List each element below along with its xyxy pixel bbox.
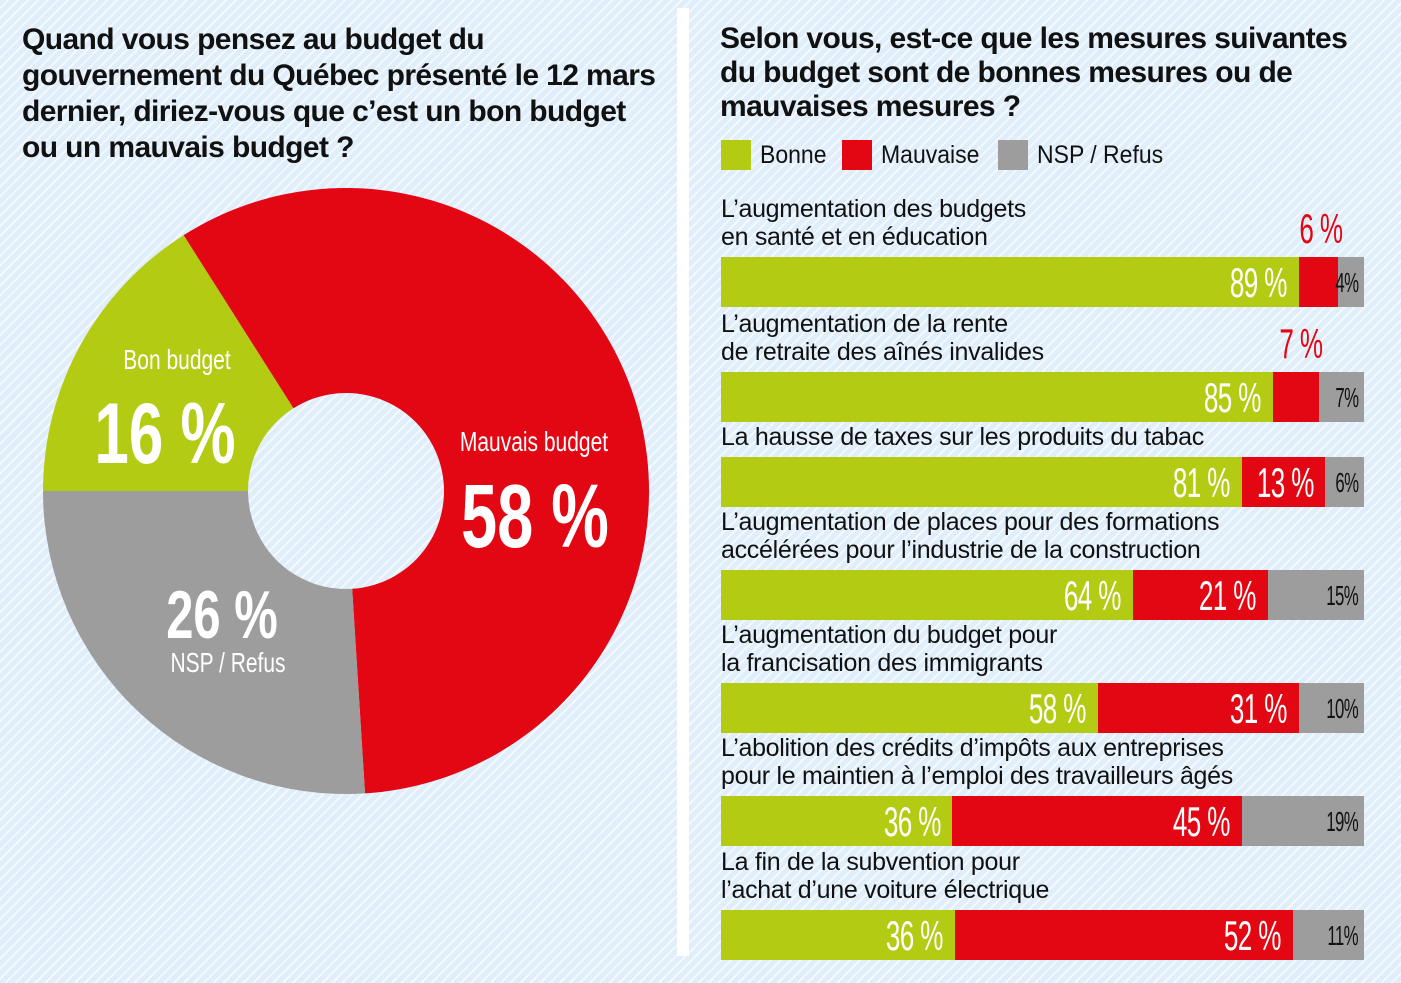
bar-value-label-nsp: 10% <box>1326 693 1358 724</box>
donut-label-value-mauvais-budget: 58 % <box>461 466 609 567</box>
bar-category-label: L’augmentation de la rente de retraite de… <box>721 310 1044 366</box>
bar-value-label-bonne: 58 % <box>1028 685 1086 732</box>
bar-value-label-nsp: 4% <box>1334 267 1359 298</box>
donut-label-name-bon-budget: Bon budget <box>123 345 230 376</box>
bar-segment-bonne: 58 % <box>721 683 1098 733</box>
bar-value-label-bonne: 85 % <box>1204 374 1262 421</box>
bar-segment-bonne: 36 % <box>721 910 955 960</box>
bar-segment-mauvaise: 45 % <box>952 796 1242 846</box>
bar-value-label-nsp: 15% <box>1326 580 1358 611</box>
bar-value-label-bonne: 36 % <box>885 912 943 959</box>
legend-label-bonne: Bonne <box>760 140 827 169</box>
donut-chart: Bon budget 16 % Mauvais budget 58 % NSP / Re… <box>43 188 650 794</box>
legend-swatch-nsp <box>998 140 1029 170</box>
bar-category-label-line: La fin de la subvention pour <box>721 848 1020 876</box>
bar-category-label-line: L’augmentation des budgets <box>721 195 1026 223</box>
bar-value-label-mauvaise: 52 % <box>1223 912 1281 959</box>
bar-segment-bonne: 89 % <box>721 257 1300 307</box>
bar-segment-nsp: 6% <box>1325 457 1364 507</box>
bar-value-label-nsp: 11% <box>1327 920 1358 951</box>
bar-category-label: L’augmentation des budgets en santé et en… <box>721 195 1026 251</box>
donut-slice-nsp-refus <box>43 491 366 794</box>
bar-category-label-line: pour le maintien à l’emploi des travaill… <box>721 762 1233 790</box>
donut-label-name-mauvais-budget: Mauvais budget <box>460 427 608 458</box>
bar-segment-bonne: 36 % <box>721 796 953 846</box>
bar-segment-nsp: 11% <box>1292 910 1364 960</box>
legend-swatch-bonne <box>721 140 751 170</box>
bar-value-label-bonne: 81 % <box>1172 459 1230 506</box>
bar-value-label-nsp: 7% <box>1334 382 1359 413</box>
bar-segment-mauvaise: 52 % <box>954 910 1293 960</box>
bar-segment-bonne: 85 % <box>721 372 1274 422</box>
bar-segment-nsp: 19% <box>1241 796 1364 846</box>
bar-category-label: La hausse de taxes sur les produits du t… <box>721 423 1204 451</box>
bar-segment-bonne: 81 % <box>721 457 1242 507</box>
legend-item-nsp: NSP / Refus <box>998 140 1174 170</box>
bar-value-label-mauvaise: 6 % <box>1299 205 1343 252</box>
donut-slice-bon-budget <box>43 235 294 491</box>
bar-value-label-nsp: 6% <box>1334 467 1359 498</box>
bar-segment-mauvaise: 21 % <box>1132 570 1268 620</box>
bar-category-label-line: accélérées pour l’industrie de la constr… <box>721 536 1201 564</box>
bar-segment-nsp: 4% <box>1334 257 1364 307</box>
legend-swatch-mauvaise <box>842 140 873 170</box>
bar-category-label: L’abolition des crédits d’impôts aux ent… <box>721 734 1233 790</box>
bar-value-label-mauvaise: 13 % <box>1256 459 1314 506</box>
bar-segment-mauvaise: 6 % <box>1299 205 1343 307</box>
bar-category-label: La fin de la subvention pour l’achat d’un… <box>721 848 1049 904</box>
legend-label-nsp: NSP / Refus <box>1037 140 1164 169</box>
bar-value-label-mauvaise: 7 % <box>1279 320 1324 367</box>
legend-item-mauvaise: Mauvaise <box>842 140 988 170</box>
bar-segment-nsp: 7% <box>1318 372 1364 422</box>
donut-chart-title: Quand vous pensez au budget du gouvernem… <box>22 23 656 164</box>
bar-value-label-mauvaise: 45 % <box>1172 798 1230 845</box>
bar-category-label: L’augmentation du budget pour la francisa… <box>721 621 1057 677</box>
bar-category-label-line: la francisation des immigrants <box>721 649 1043 677</box>
bar-segment-bonne: 64 % <box>721 570 1133 620</box>
bar-value-label-mauvaise: 21 % <box>1198 572 1256 619</box>
bar-value-label-bonne: 64 % <box>1063 572 1121 619</box>
donut-label-value-bon-budget: 16 % <box>94 385 235 481</box>
bar-segment-nsp: 15% <box>1267 570 1364 620</box>
stacked-bar: 36 % 52 % 11% <box>721 910 1364 960</box>
bar-category-label-line: L’augmentation du budget pour <box>721 621 1058 649</box>
bar-category-label-line: L’augmentation de places pour des format… <box>721 508 1220 536</box>
donut-label-value-nsp-refus: 26 % <box>166 576 278 653</box>
column-divider <box>677 8 689 956</box>
bar-category-label: L’augmentation de places pour des format… <box>721 508 1220 564</box>
bar-segment-mauvaise: 31 % <box>1097 683 1300 733</box>
stacked-bar: 85 % 7 % 7% <box>721 320 1364 422</box>
bar-chart-legend: Bonne Mauvaise NSP / Refus <box>721 138 1184 172</box>
stacked-bar: 58 % 31 % 10% <box>721 683 1364 733</box>
bar-chart-title: Selon vous, est-ce que les mesures suiva… <box>720 22 1348 123</box>
bar-segment-mauvaise: 7 % <box>1273 320 1323 422</box>
bar-category-label-line: La hausse de taxes sur les produits du t… <box>721 423 1204 451</box>
legend-item-bonne: Bonne <box>721 140 832 170</box>
bar-category-label-line: de retraite des aînés invalides <box>721 338 1044 366</box>
bar-value-label-bonne: 36 % <box>883 798 941 845</box>
donut-slice-mauvais-budget <box>183 188 650 794</box>
bar-category-label-line: en santé et en éducation <box>721 223 988 251</box>
donut-label-name-nsp-refus: NSP / Refus <box>170 648 285 679</box>
legend-label-mauvaise: Mauvaise <box>881 140 980 169</box>
bar-value-label-mauvaise: 31 % <box>1230 685 1288 732</box>
bar-category-label-line: L’augmentation de la rente <box>721 310 1008 338</box>
bar-category-label-line: l’achat d’une voiture électrique <box>721 876 1050 904</box>
stacked-bar: 36 % 45 % 19% <box>721 796 1364 846</box>
bar-value-label-bonne: 89 % <box>1230 259 1288 306</box>
bar-category-label-line: L’abolition des crédits d’impôts aux ent… <box>721 734 1224 762</box>
bar-segment-nsp: 10% <box>1299 683 1364 733</box>
stacked-bar: 64 % 21 % 15% <box>721 570 1364 620</box>
stacked-bar: 89 % 6 % 4% <box>721 205 1364 307</box>
stacked-bar: 81 % 13 % 6% <box>721 457 1364 507</box>
bar-segment-mauvaise: 13 % <box>1241 457 1326 507</box>
bar-value-label-nsp: 19% <box>1326 806 1358 837</box>
